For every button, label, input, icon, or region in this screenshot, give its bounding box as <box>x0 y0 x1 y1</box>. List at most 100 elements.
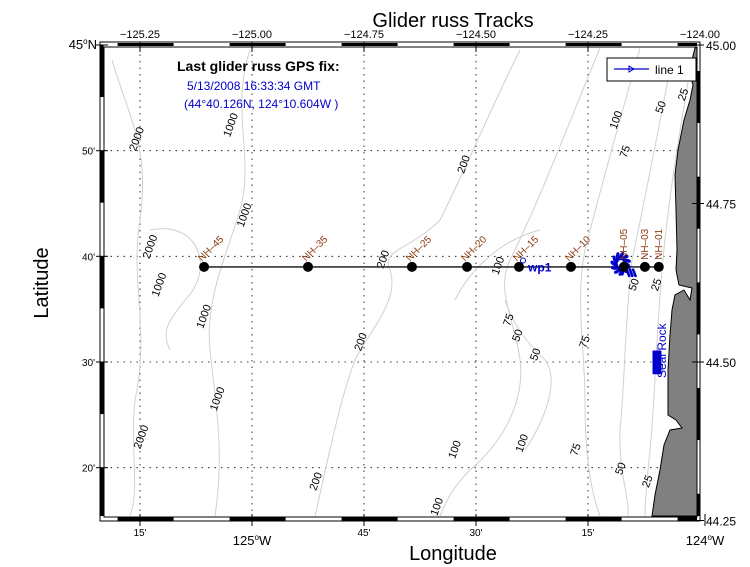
left-tick-label: 40' <box>82 252 95 263</box>
tick-number: 124 <box>686 533 708 548</box>
station-label: NH–05 <box>619 228 630 260</box>
waypoint-marker <box>520 257 527 264</box>
x-axis-label: Longitude <box>409 543 497 565</box>
tick-number: 20' <box>82 464 95 475</box>
contour-label: 50 <box>627 277 642 293</box>
glider-position <box>658 366 662 370</box>
station-marker <box>303 261 313 272</box>
glider-position <box>620 272 624 276</box>
top-tick-label: −124.50 <box>456 29 496 41</box>
contour-75 <box>580 47 641 517</box>
contour-50 <box>619 59 673 517</box>
map-title: Glider russ Tracks <box>372 10 533 32</box>
contour-label: 100 <box>490 255 508 276</box>
station-marker <box>639 261 650 272</box>
hemisphere: N <box>88 37 97 52</box>
contour-label: 200 <box>455 154 473 175</box>
top-tick-label: −125.00 <box>232 29 272 41</box>
contour-200-b <box>454 229 541 301</box>
contour-label: 25 <box>649 277 664 293</box>
degree-symbol: o <box>254 533 259 542</box>
station-marker <box>199 261 210 272</box>
glider-position <box>625 254 629 258</box>
hemisphere: W <box>259 533 272 548</box>
waypoint-label: wp1 <box>527 261 552 275</box>
tick-number: 40' <box>82 252 95 263</box>
top-tick-label: −124.25 <box>568 29 608 41</box>
station-marker <box>565 261 576 272</box>
axis-ticks: −125.25 −125.00 −124.75 −124.50 −124.25 −124.… <box>69 29 737 548</box>
contour-100 <box>439 47 601 517</box>
bottom-tick-label: 15' <box>581 528 594 539</box>
glider-position <box>634 274 637 278</box>
tick-number: 45' <box>357 528 370 539</box>
contour-label: 75 <box>618 144 633 160</box>
glider-position <box>610 260 614 264</box>
bottom-tick-label: 30' <box>469 528 482 539</box>
tick-number: 50' <box>82 147 95 158</box>
contour-label: 25 <box>640 474 655 490</box>
contour-200-a <box>314 49 521 517</box>
contour-label: 75 <box>568 442 583 458</box>
station-label: NH–03 <box>640 228 651 260</box>
degree-symbol: o <box>83 37 88 46</box>
triangle-left-icon <box>628 65 635 73</box>
bottom-tick-label: 45' <box>357 528 370 539</box>
left-tick-label: 45oN <box>69 37 97 52</box>
left-tick-label: 30' <box>82 358 95 369</box>
gps-fix-heading: Last glider russ GPS fix: <box>177 58 340 74</box>
glider-position <box>658 359 662 363</box>
contour-1000-b <box>149 228 201 351</box>
map-frame <box>99 41 701 522</box>
glider-position <box>658 361 662 366</box>
contour-label: 100 <box>429 496 447 517</box>
contour-1000-a <box>208 49 251 517</box>
gps-fix-box: Last glider russ GPS fix: 5/13/2008 16:3… <box>177 58 340 111</box>
seal-rock-label: Seal Rock <box>655 322 669 378</box>
right-tick-label: 44.75 <box>706 198 736 212</box>
glider-position <box>616 252 620 256</box>
glider-position <box>658 357 662 361</box>
tick-number: 30' <box>469 528 482 539</box>
top-tick-label: −125.25 <box>120 29 160 41</box>
station-marker <box>406 261 417 272</box>
glider-position <box>627 259 631 263</box>
tick-number: 45 <box>69 37 83 52</box>
glider-position <box>612 255 616 259</box>
legend: line 1 <box>606 57 697 82</box>
right-tick-label: 45.00 <box>706 39 736 53</box>
degree-symbol: o <box>707 533 712 542</box>
gridlines <box>104 48 697 516</box>
contour-label: 200 <box>375 249 393 270</box>
sea-background <box>104 48 697 516</box>
glider-position <box>627 274 631 278</box>
contour-label: 75 <box>501 312 516 328</box>
tick-number: 125 <box>233 533 255 548</box>
gps-fix-time: 5/13/2008 16:33:34 GMT <box>187 79 321 93</box>
glider-position <box>630 274 634 278</box>
waypoint: wp1 <box>520 257 552 275</box>
y-axis-label: Latitude <box>31 247 53 318</box>
contour-label: 50 <box>613 461 628 477</box>
tick-number: 15' <box>581 528 594 539</box>
right-tick-label: 44.25 <box>706 515 736 529</box>
contour-label: 50 <box>510 328 525 344</box>
glider-position <box>658 355 662 359</box>
bathymetry-contours <box>111 47 691 517</box>
plot-area: 2000100020001000100010001000200020020020… <box>104 47 698 517</box>
tick-number: 30' <box>82 358 95 369</box>
contour-label: 50 <box>654 100 669 116</box>
tick-number: 15' <box>133 528 146 539</box>
coastline-land <box>651 47 698 517</box>
contour-75-b <box>504 299 552 451</box>
top-tick-label: −124.75 <box>344 29 384 41</box>
glider-position <box>611 266 615 270</box>
contour-label: 50 <box>528 347 543 363</box>
top-tick-label: −124.00 <box>680 29 720 41</box>
station-marker <box>653 261 664 272</box>
contour-25 <box>644 69 691 517</box>
contour-label: 25 <box>676 87 691 103</box>
glider-position <box>658 371 662 375</box>
bottom-tick-label: 15' <box>133 528 146 539</box>
